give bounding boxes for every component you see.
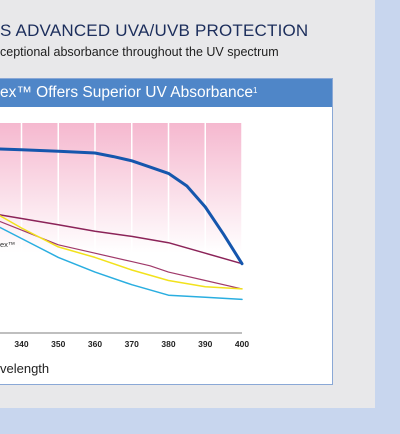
series-line-1	[0, 147, 244, 266]
series-lines	[0, 147, 244, 301]
chart-box: ex™ Offers Superior UV Absorbance1 340 35…	[0, 78, 333, 385]
x-axis-label: velength	[0, 361, 50, 376]
content-panel: S ADVANCED UVA/UVB PROTECTION ceptional …	[0, 0, 375, 408]
series-line-3	[0, 220, 243, 290]
series-line-2	[0, 214, 243, 265]
x-tick-label-400: 400	[235, 339, 249, 349]
x-tick-label-380: 380	[161, 339, 175, 349]
series-line-4	[0, 214, 243, 290]
chart-header: ex™ Offers Superior UV Absorbance1	[0, 79, 332, 107]
series-label: ex™	[0, 240, 15, 249]
subheadline: ceptional absorbance throughout the UV s…	[0, 45, 279, 59]
x-tick-label-370: 370	[125, 339, 139, 349]
x-tick-labels: 340 350 360 370 380 390 400	[14, 339, 249, 349]
x-tick-label-350: 350	[51, 339, 65, 349]
uv-band-shading	[0, 123, 242, 253]
uv-absorbance-chart: 340 350 360 370 380 390 400 ex™	[0, 123, 249, 349]
x-tick-label-360: 360	[88, 339, 102, 349]
x-tick-label-340: 340	[14, 339, 28, 349]
chart-header-text: ex™ Offers Superior UV Absorbance	[0, 84, 254, 101]
grid-lines	[0, 123, 243, 334]
x-tick-label-390: 390	[198, 339, 212, 349]
chart-header-footnote: 1	[253, 86, 258, 95]
headline: S ADVANCED UVA/UVB PROTECTION	[0, 21, 309, 40]
series-line-5	[0, 226, 243, 301]
